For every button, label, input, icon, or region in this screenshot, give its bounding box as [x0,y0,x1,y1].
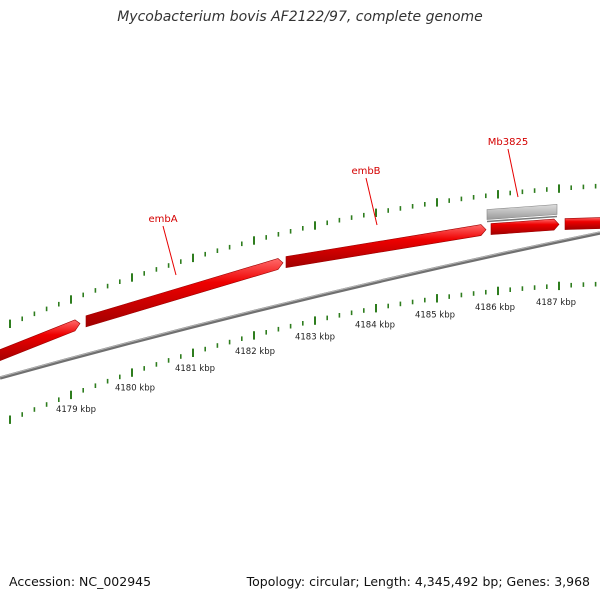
gene-leader-line [507,148,519,198]
scale-label: 4187 kbp [536,298,576,308]
pseudogene-feature[interactable] [486,204,558,220]
gene-features [0,204,600,363]
gene-label-embB[interactable]: embB [351,166,380,177]
scale-label: 4183 kbp [295,333,335,343]
scale-label: 4186 kbp [475,303,515,313]
genome-summary: Topology: circular; Length: 4,345,492 bp… [246,574,590,589]
scale-label: 4179 kbp [56,405,96,415]
map-title: Mycobacterium bovis AF2122/97, complete … [117,9,483,25]
gene-labels: embA embB Mb3825 [148,137,528,276]
lower-tick-track [9,281,597,424]
genome-backbone [0,231,600,380]
gene-arrow-embB[interactable] [285,224,487,268]
gene-arrow[interactable] [0,319,81,363]
scale-label: 4180 kbp [115,384,155,394]
genome-backbone-highlight [0,231,600,378]
upper-tick-track [9,183,597,328]
pseudogene-underline [486,215,558,223]
accession-text: Accession: NC_002945 [9,574,152,589]
gene-label-embA[interactable]: embA [148,214,177,225]
gene-arrow-Mb3825[interactable] [490,218,560,235]
scale-labels: 4179 kbp 4180 kbp 4181 kbp 4182 kbp 4183 kbp… [56,298,576,415]
scale-label: 4182 kbp [235,347,275,357]
scale-label: 4184 kbp [355,320,395,330]
gene-leader-line [162,225,177,276]
gene-label-Mb3825[interactable]: Mb3825 [488,137,528,148]
scale-label: 4181 kbp [175,364,215,374]
gene-arrow-embA[interactable] [85,258,284,328]
gene-arrow[interactable] [564,217,600,230]
scale-label: 4185 kbp [415,311,455,321]
gene-leader-line [365,177,378,226]
